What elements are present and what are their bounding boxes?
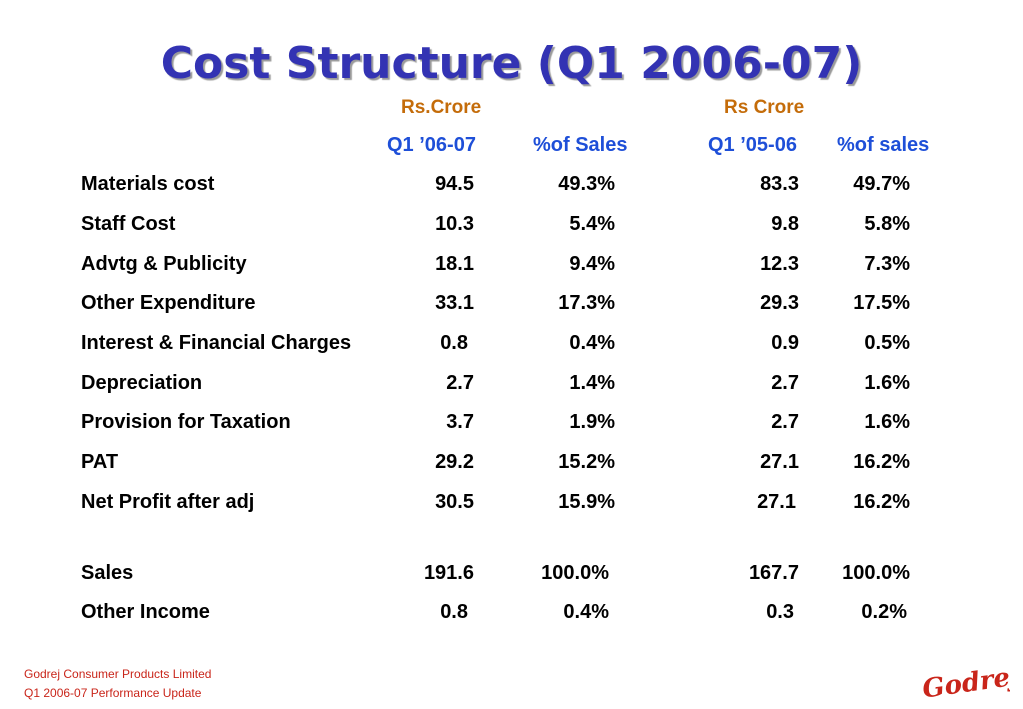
row-label: Other Expenditure [81,292,256,314]
pct-current: 15.9% [558,491,615,513]
pct-current: 100.0% [541,562,609,584]
value-current: 10.3 [435,213,474,235]
value-current: 30.5 [435,491,474,513]
column-header-q1-current: Q1 ’06-07 [387,134,476,156]
value-prior: 27.1 [757,491,796,513]
table-row: Depreciation 2.7 1.4% 2.7 1.6% [0,372,1023,400]
value-current: 94.5 [435,173,474,195]
pct-current: 1.9% [569,411,615,433]
logo-wordmark: Godrej [921,661,1010,704]
pct-current: 1.4% [569,372,615,394]
pct-current: 9.4% [569,253,615,275]
value-prior: 29.3 [760,292,799,314]
table-row: Advtg & Publicity 18.1 9.4% 12.3 7.3% [0,253,1023,281]
pct-current: 0.4% [563,601,609,623]
footer-company: Godrej Consumer Products Limited [24,667,212,681]
page-title: Cost Structure (Q1 2006-07) [160,38,863,89]
row-label: Provision for Taxation [81,411,291,433]
table-row: Materials cost 94.5 49.3% 83.3 49.7% [0,173,1023,201]
pct-prior: 7.3% [864,253,910,275]
pct-prior: 5.8% [864,213,910,235]
column-header-q1-prior: Q1 ’05-06 [708,134,797,156]
value-current: 29.2 [435,451,474,473]
row-label: Sales [81,562,134,584]
table-row: Staff Cost 10.3 5.4% 9.8 5.8% [0,213,1023,241]
table-row: Sales 191.6 100.0% 167.7 100.0% [0,562,1023,590]
pct-current: 17.3% [558,292,615,314]
pct-prior: 0.5% [864,332,910,354]
pct-prior: 16.2% [853,451,910,473]
row-label: Interest & Financial Charges [81,332,352,354]
unit-label-current: Rs.Crore [401,97,482,118]
value-current: 18.1 [435,253,474,275]
row-label: Materials cost [81,173,215,195]
row-label: Advtg & Publicity [81,253,247,275]
pct-prior: 0.2% [861,601,907,623]
pct-current: 5.4% [569,213,615,235]
table-row: Provision for Taxation 3.7 1.9% 2.7 1.6% [0,411,1023,439]
pct-prior: 17.5% [853,292,910,314]
godrej-logo: Godrej [918,660,1022,709]
pct-prior: 1.6% [864,411,910,433]
row-label: Depreciation [81,372,203,394]
value-current: 3.7 [446,411,474,433]
value-current: 33.1 [435,292,474,314]
table-row: PAT 29.2 15.2% 27.1 16.2% [0,451,1023,479]
value-prior: 167.7 [748,562,799,584]
value-prior: 2.7 [771,411,799,433]
value-prior: 0.3 [766,601,794,623]
table-row: Interest & Financial Charges 0.8 0.4% 0.… [0,332,1023,360]
table-row: Net Profit after adj 30.5 15.9% 27.1 16.… [0,491,1023,519]
value-prior: 2.7 [771,372,799,394]
value-prior: 27.1 [760,451,799,473]
value-current: 0.8 [440,601,468,623]
pct-prior: 1.6% [864,372,910,394]
pct-prior: 49.7% [853,173,910,195]
column-header-pct-current: %of Sales [533,134,628,156]
value-current: 2.7 [446,372,474,394]
value-prior: 0.9 [771,332,799,354]
row-label: PAT [81,451,119,473]
footer-subtitle: Q1 2006-07 Performance Update [24,686,202,700]
pct-current: 0.4% [569,332,615,354]
pct-current: 15.2% [558,451,615,473]
pct-current: 49.3% [558,173,615,195]
value-current: 191.6 [423,562,474,584]
row-label: Net Profit after adj [81,491,255,513]
column-header-pct-prior: %of sales [837,134,930,156]
pct-prior: 16.2% [853,491,910,513]
row-label: Staff Cost [81,213,176,235]
pct-prior: 100.0% [842,562,910,584]
godrej-logo-mark: Godrej [921,661,1022,704]
value-prior: 9.8 [771,213,799,235]
table-row: Other Expenditure 33.1 17.3% 29.3 17.5% [0,292,1023,320]
value-prior: 83.3 [760,173,799,195]
value-prior: 12.3 [760,253,799,275]
unit-label-prior: Rs Crore [724,97,805,118]
table-row: Other Income 0.8 0.4% 0.3 0.2% [0,601,1023,629]
row-label: Other Income [81,601,210,623]
value-current: 0.8 [440,332,468,354]
